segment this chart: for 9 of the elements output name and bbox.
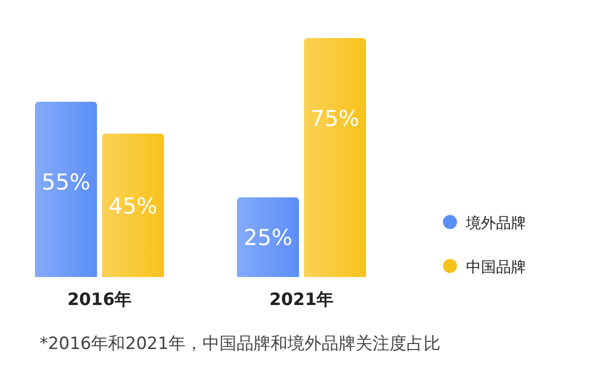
data-label: 75% [310, 107, 360, 132]
data-label: 25% [244, 226, 292, 252]
x-tick-label: 2021年 [269, 290, 334, 310]
x-tick-label: 2016年 [67, 290, 132, 310]
legend-label: 中国品牌 [466, 258, 526, 276]
text: *2016年和2021年，中国品牌和境外品牌关注度占比 [39, 334, 441, 354]
legend-label: 境外品牌 [465, 214, 526, 232]
data-label: 55% [42, 170, 90, 196]
data-label: 45% [108, 194, 158, 220]
